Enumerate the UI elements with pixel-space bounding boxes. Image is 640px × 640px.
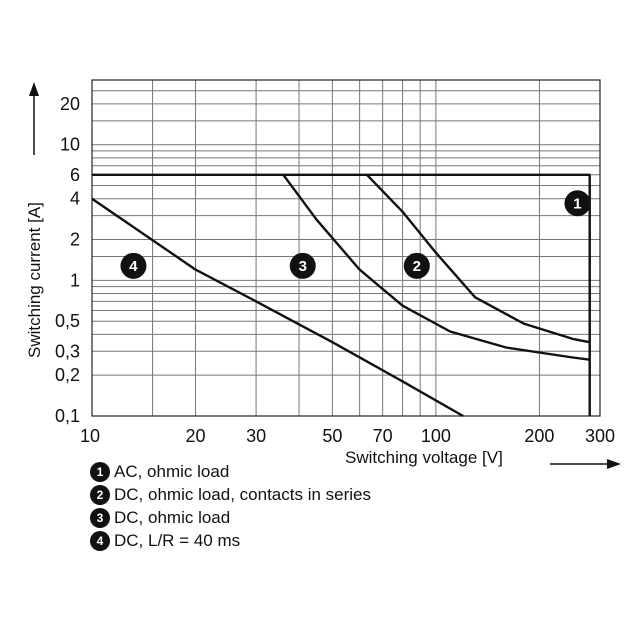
y-tick-label: 1 <box>70 270 80 290</box>
legend-item: 3 DC, ohmic load <box>90 506 490 529</box>
series-badge-label: 3 <box>299 258 307 275</box>
series-badge-label: 1 <box>573 195 581 212</box>
x-tick-label: 50 <box>322 426 342 446</box>
legend-item: 2 DC, ohmic load, contacts in series <box>90 483 490 506</box>
x-axis-arrowhead <box>607 459 621 469</box>
legend-label: DC, L/R = 40 ms <box>114 530 241 550</box>
legend: 1 AC, ohmic load 2 DC, ohmic load, conta… <box>90 460 490 552</box>
y-tick-label: 0,3 <box>55 341 80 361</box>
series-line-4 <box>91 197 464 418</box>
x-tick-label: 70 <box>373 426 393 446</box>
legend-badge: 3 <box>90 507 110 528</box>
legend-label: DC, ohmic load <box>114 507 231 527</box>
series-badge-label: 4 <box>129 258 138 275</box>
y-tick-label: 20 <box>60 94 80 114</box>
grid <box>92 80 601 416</box>
series-badge-3 <box>289 252 316 279</box>
y-tick-label: 0,1 <box>55 406 80 426</box>
x-tick-label: 10 <box>80 426 100 446</box>
x-axis-title: Switching voltage [V] <box>345 448 503 467</box>
y-tick-label: 0,2 <box>55 365 80 385</box>
plot-frame <box>91 79 601 417</box>
legend-label: AC, ohmic load <box>114 461 230 481</box>
y-tick-label: 6 <box>70 165 80 185</box>
series-badge-label: 2 <box>413 258 421 275</box>
series-line-2 <box>366 173 590 344</box>
x-tick-label: 200 <box>524 426 554 446</box>
legend-badge: 2 <box>90 484 110 505</box>
y-tick-label: 4 <box>70 189 80 209</box>
legend-item: 1 AC, ohmic load <box>90 460 490 483</box>
series-badge-4 <box>120 252 147 279</box>
x-tick-label: 30 <box>246 426 266 446</box>
y-tick-label: 2 <box>70 230 80 250</box>
legend-badge: 4 <box>90 530 110 551</box>
x-tick-label: 20 <box>186 426 206 446</box>
series-badge-2 <box>403 252 430 279</box>
series-line-3 <box>282 174 590 361</box>
y-axis-title: Switching current [A] <box>25 202 44 358</box>
y-tick-label: 10 <box>60 135 80 155</box>
series-badge-1 <box>564 190 591 217</box>
badge-group: 1 2 3 4 <box>120 190 591 279</box>
y-axis-arrowhead <box>29 82 39 96</box>
tick-label-group: 10 20 30 50 70 100 200 300 0,1 0,2 0,3 0,5 1 2 4 6 10 20 <box>55 94 615 446</box>
legend-badge: 1 <box>90 461 110 482</box>
y-tick-label: 0,5 <box>55 311 80 331</box>
x-tick-label: 300 <box>585 426 615 446</box>
x-tick-label: 100 <box>421 426 451 446</box>
series-line-1 <box>92 173 591 416</box>
legend-label: DC, ohmic load, contacts in series <box>114 484 371 504</box>
legend-item: 4 DC, L/R = 40 ms <box>90 529 490 552</box>
series-group <box>91 173 591 418</box>
